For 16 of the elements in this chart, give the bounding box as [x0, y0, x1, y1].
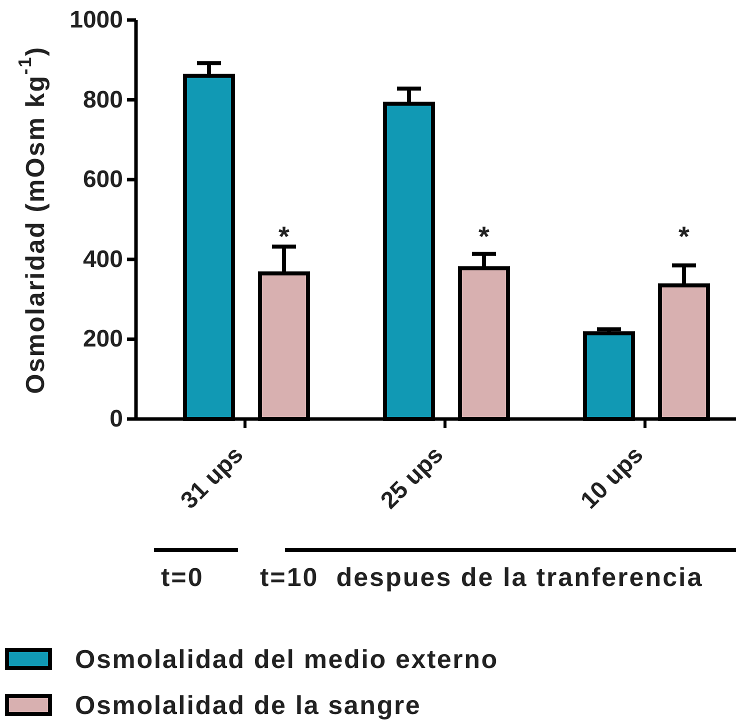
- y-tick-label: 200: [82, 326, 123, 353]
- annotation: *: [678, 221, 690, 252]
- text: t=0: [161, 562, 204, 592]
- y-tick-label: 600: [82, 166, 123, 194]
- legend-label: Osmolalidad del medio externo: [75, 644, 498, 674]
- x-tick-label: 10 ups: [576, 441, 649, 514]
- y-tick-label: 1000: [70, 6, 123, 34]
- y-tick-label: 800: [82, 86, 123, 114]
- annotation: *: [478, 221, 490, 252]
- y-tick-label: 400: [82, 246, 123, 273]
- x-tick-label: 25 ups: [376, 441, 449, 514]
- legend-label: Osmolalidad de la sangre: [75, 690, 422, 720]
- text: t=10 despues de la tranferencia: [260, 562, 704, 592]
- x-tick-label: 31 ups: [176, 441, 249, 514]
- annotation: *: [278, 221, 290, 252]
- y-tick-label: 0: [110, 406, 123, 432]
